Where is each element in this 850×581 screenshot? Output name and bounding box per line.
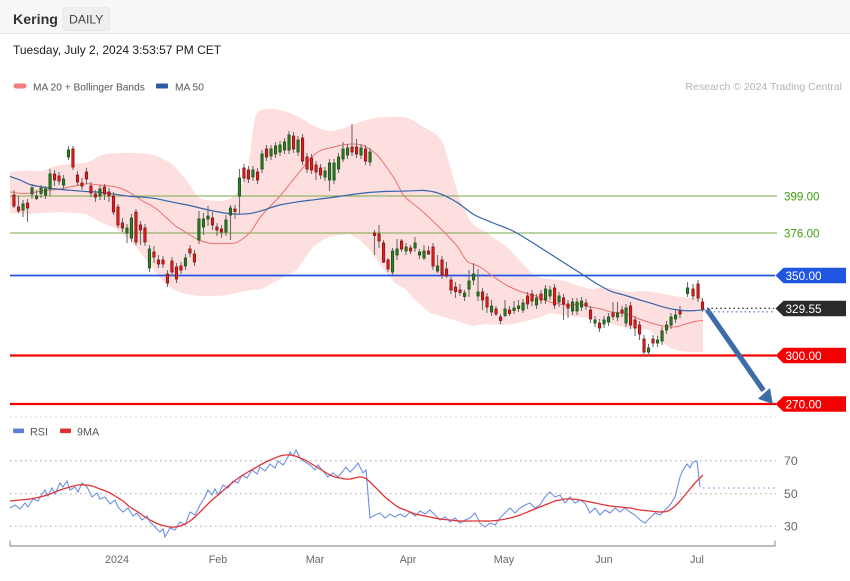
svg-text:Tuesday, July 2, 2024 3:53:57: Tuesday, July 2, 2024 3:53:57 PM CET	[13, 43, 222, 57]
svg-text:Research © 2024 Trading Centra: Research © 2024 Trading Central	[685, 81, 842, 93]
svg-text:MA 20 + Bollinger Bands: MA 20 + Bollinger Bands	[33, 83, 145, 94]
svg-text:RSI: RSI	[30, 427, 48, 439]
svg-text:Mar: Mar	[306, 554, 325, 566]
svg-text:329.55: 329.55	[786, 302, 823, 316]
svg-text:50: 50	[784, 487, 798, 501]
svg-text:Kering: Kering	[13, 12, 58, 28]
svg-text:Apr: Apr	[400, 554, 417, 566]
svg-text:Jun: Jun	[595, 554, 612, 566]
svg-text:270.00: 270.00	[786, 397, 823, 411]
svg-text:350.00: 350.00	[786, 269, 823, 283]
svg-text:2024: 2024	[105, 554, 129, 566]
svg-text:376.00: 376.00	[784, 227, 819, 240]
svg-text:9MA: 9MA	[77, 427, 100, 439]
svg-text:Jul: Jul	[690, 554, 704, 566]
svg-text:70: 70	[784, 454, 798, 468]
svg-text:Feb: Feb	[209, 554, 228, 566]
svg-text:399.00: 399.00	[784, 190, 819, 203]
svg-text:DAILY: DAILY	[69, 13, 103, 27]
svg-text:300.00: 300.00	[786, 349, 823, 363]
svg-text:MA 50: MA 50	[175, 83, 204, 94]
svg-text:30: 30	[784, 520, 798, 534]
svg-text:May: May	[494, 554, 515, 566]
